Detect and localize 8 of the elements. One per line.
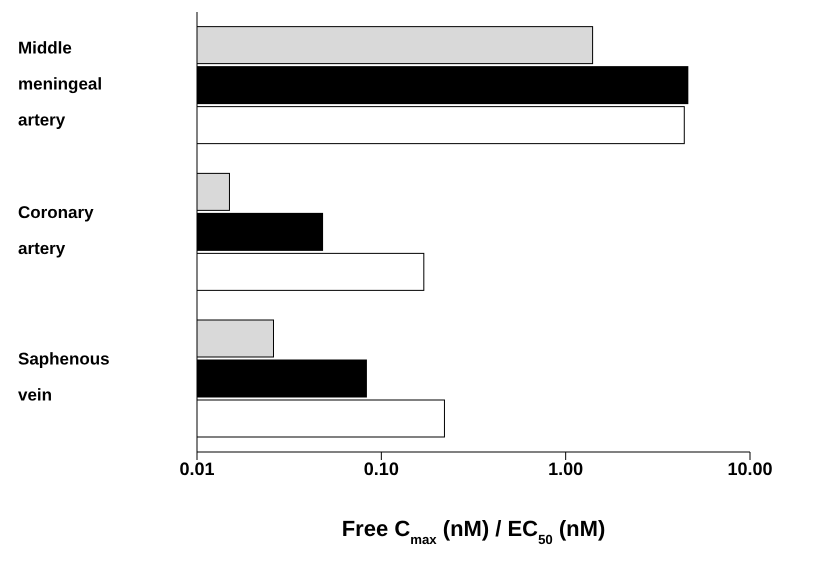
x-tick-label: 0.10 [364,458,399,479]
x-axis-title: Free C$_{max}$ (nM) / EC$_{50}$ (nM) [342,516,606,546]
y-tick-label: Saphenous vein [18,350,110,406]
y-tick-label: Coronary artery [18,203,94,258]
x-tick-label: 1.00 [548,458,584,479]
y-tick-label: Middle meningeal artery [18,38,102,130]
x-tick-label: 0.01 [179,458,215,479]
x-tick-label: 10.00 [727,458,773,479]
